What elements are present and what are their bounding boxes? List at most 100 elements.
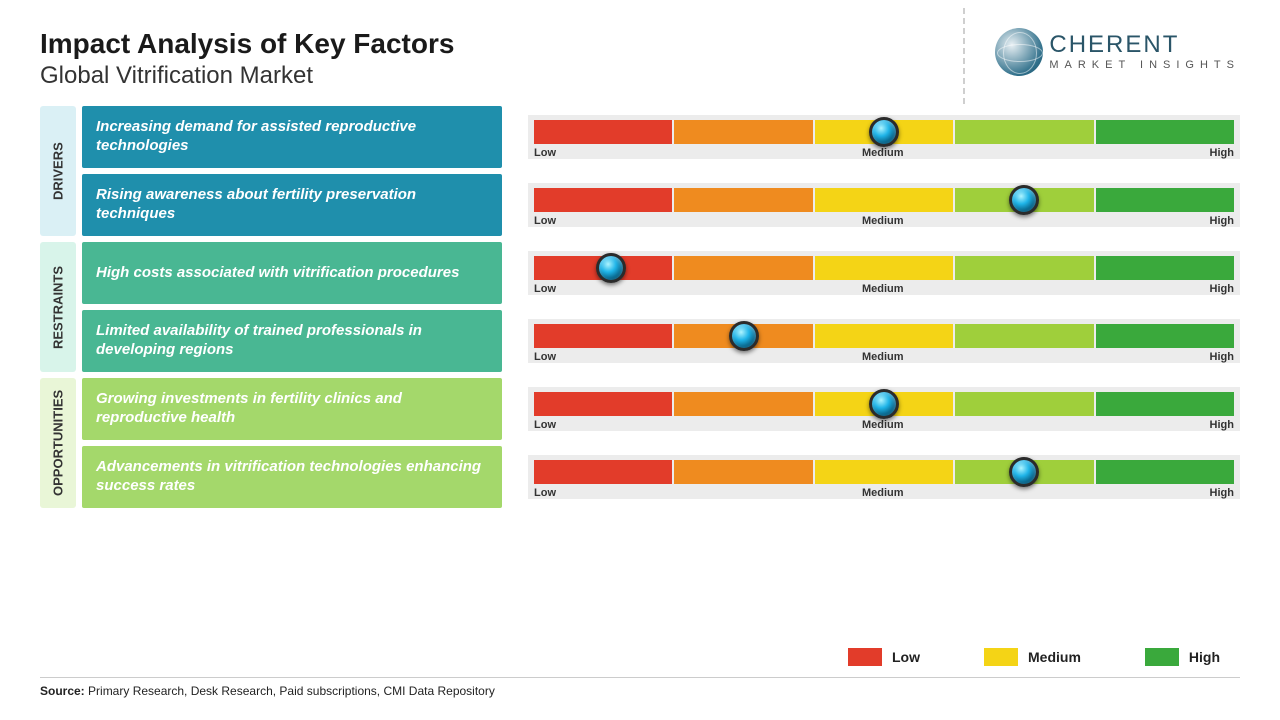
scale-segment — [1096, 256, 1234, 280]
slider-marker — [1009, 185, 1039, 215]
impact-slider: LowMediumHigh — [528, 174, 1240, 236]
factor-label: Rising awareness about fertility preserv… — [82, 174, 502, 236]
legend-item: Low — [848, 648, 920, 666]
source-label: Source: — [40, 684, 85, 698]
slider-marker — [596, 253, 626, 283]
slider-track-wrap — [528, 115, 1240, 146]
group-tab: RESTRAINTS — [40, 242, 76, 372]
impact-slider: Low Medium High — [528, 106, 1240, 168]
brand-letter: C — [1049, 31, 1068, 58]
slider-track — [534, 120, 1234, 144]
scale-segment — [955, 120, 1093, 144]
slider-track — [534, 256, 1234, 280]
source-text: Primary Research, Desk Research, Paid su… — [85, 684, 495, 698]
factor-group: DRIVERSIncreasing demand for assisted re… — [40, 106, 1240, 236]
slider-track — [534, 188, 1234, 212]
scale-segment — [955, 324, 1093, 348]
axis-tick-label: Low — [534, 215, 556, 227]
scale-segment — [955, 256, 1093, 280]
factor-label: Limited availability of trained professi… — [82, 310, 502, 372]
brand-rest: HERENT — [1069, 31, 1180, 58]
axis-tick-label: High — [1210, 283, 1234, 295]
slider-track-wrap — [528, 251, 1240, 282]
slider-marker — [729, 321, 759, 351]
scale-segment — [815, 188, 953, 212]
scale-segment — [815, 256, 953, 280]
slider-track-wrap — [528, 455, 1240, 486]
source-citation: Source: Primary Research, Desk Research,… — [40, 684, 495, 698]
slider-axis-labels: LowMediumHigh — [528, 418, 1240, 431]
brand-logo: CHERENT MARKET INSIGHTS — [995, 28, 1240, 76]
scale-segment — [1096, 460, 1234, 484]
slider-axis-labels: Low Medium High — [528, 350, 1240, 363]
scale-segment — [674, 392, 812, 416]
scale-segment — [674, 188, 812, 212]
axis-tick-label: Low — [534, 351, 556, 363]
legend-item: Medium — [984, 648, 1081, 666]
factor-label: Advancements in vitrification technologi… — [82, 446, 502, 508]
scale-segment — [1096, 120, 1234, 144]
slider-track-wrap — [528, 319, 1240, 350]
scale-segment — [815, 324, 953, 348]
axis-tick-label: Low — [534, 147, 556, 159]
axis-tick-label: Medium — [862, 215, 904, 227]
impact-slider: LowMediumHigh — [528, 378, 1240, 440]
brand-tagline: MARKET INSIGHTS — [1049, 59, 1240, 71]
legend-swatch — [848, 648, 882, 666]
axis-tick-label: High — [1210, 351, 1234, 363]
axis-tick-label: Low — [534, 419, 556, 431]
axis-tick-label: Medium — [862, 147, 904, 159]
slider-track — [534, 324, 1234, 348]
axis-tick-label: High — [1210, 147, 1234, 159]
scale-segment — [955, 392, 1093, 416]
scale-segment — [815, 460, 953, 484]
legend-label: High — [1189, 649, 1220, 665]
axis-tick-label: Low — [534, 283, 556, 295]
legend-swatch — [984, 648, 1018, 666]
factor-label: High costs associated with vitrification… — [82, 242, 502, 304]
scale-segment — [1096, 324, 1234, 348]
brand-text: CHERENT MARKET INSIGHTS — [1049, 33, 1240, 71]
divider-line — [40, 677, 1240, 678]
page-subtitle: Global Vitrification Market — [40, 62, 454, 90]
factors-column: Increasing demand for assisted reproduct… — [82, 106, 502, 236]
scale-segment — [1096, 188, 1234, 212]
slider-track-wrap — [528, 183, 1240, 214]
legend-item: High — [1145, 648, 1220, 666]
impact-slider: Low Medium High — [528, 446, 1240, 508]
axis-tick-label: High — [1210, 419, 1234, 431]
slider-track-wrap — [528, 387, 1240, 418]
axis-tick-label: Medium — [862, 283, 904, 295]
slider-track — [534, 460, 1234, 484]
factor-group: OPPORTUNITIESGrowing investments in fert… — [40, 378, 1240, 508]
legend-label: Low — [892, 649, 920, 665]
axis-tick-label: Low — [534, 487, 556, 499]
logo-block: CHERENT MARKET INSIGHTS — [963, 28, 1240, 76]
scale-segment — [674, 120, 812, 144]
title-block: Impact Analysis of Key Factors Global Vi… — [40, 28, 454, 90]
axis-tick-label: Medium — [862, 351, 904, 363]
scale-segment — [534, 188, 672, 212]
legend-swatch — [1145, 648, 1179, 666]
vertical-divider — [963, 8, 965, 104]
group-tab: OPPORTUNITIES — [40, 378, 76, 508]
sliders-column: Low Medium High Low Medium High — [528, 242, 1240, 372]
impact-slider: Low Medium High — [528, 242, 1240, 304]
slider-marker — [869, 117, 899, 147]
scale-segment — [534, 460, 672, 484]
globe-icon — [995, 28, 1043, 76]
scale-segment — [534, 324, 672, 348]
group-tab: DRIVERS — [40, 106, 76, 236]
legend-label: Medium — [1028, 649, 1081, 665]
axis-tick-label: High — [1210, 487, 1234, 499]
scale-segment — [534, 120, 672, 144]
header: Impact Analysis of Key Factors Global Vi… — [0, 0, 1280, 100]
slider-marker — [1009, 457, 1039, 487]
slider-axis-labels: Low Medium High — [528, 282, 1240, 295]
slider-axis-labels: Low Medium High — [528, 146, 1240, 159]
axis-tick-label: Medium — [862, 487, 904, 499]
slider-axis-labels: Low Medium High — [528, 486, 1240, 499]
legend: Low Medium High — [848, 648, 1220, 666]
scale-segment — [674, 460, 812, 484]
impact-slider: Low Medium High — [528, 310, 1240, 372]
